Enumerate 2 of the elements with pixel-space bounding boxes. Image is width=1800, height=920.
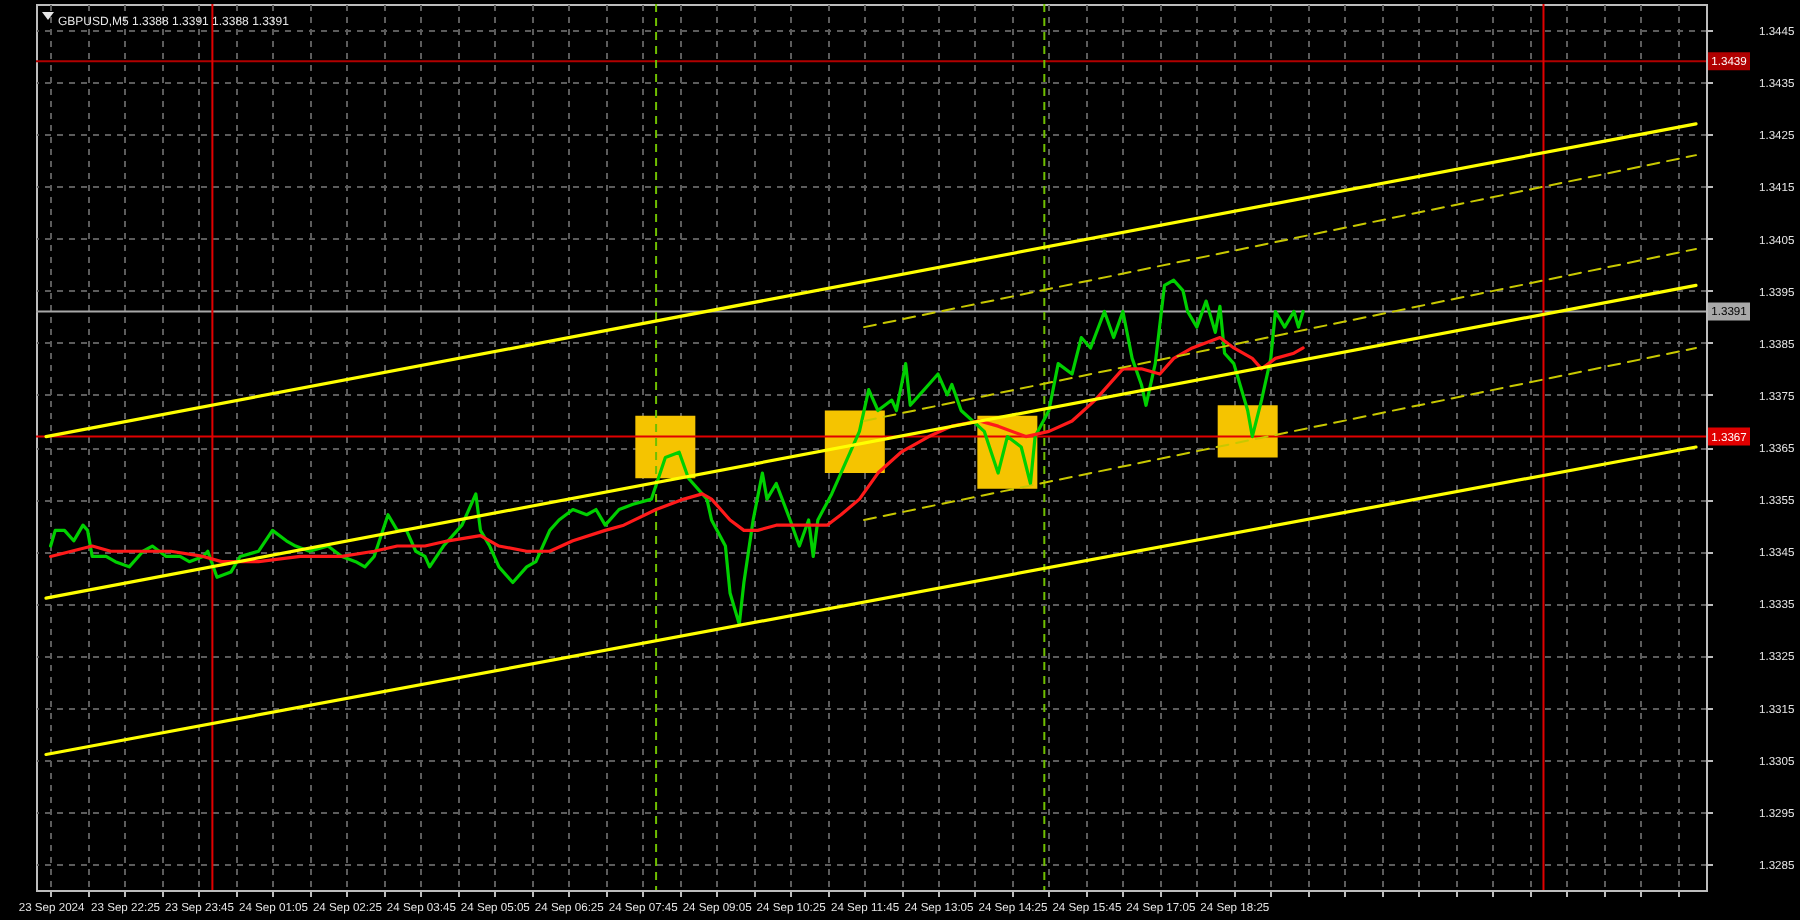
line-series bbox=[49, 278, 1305, 626]
line-series bbox=[49, 335, 1305, 564]
